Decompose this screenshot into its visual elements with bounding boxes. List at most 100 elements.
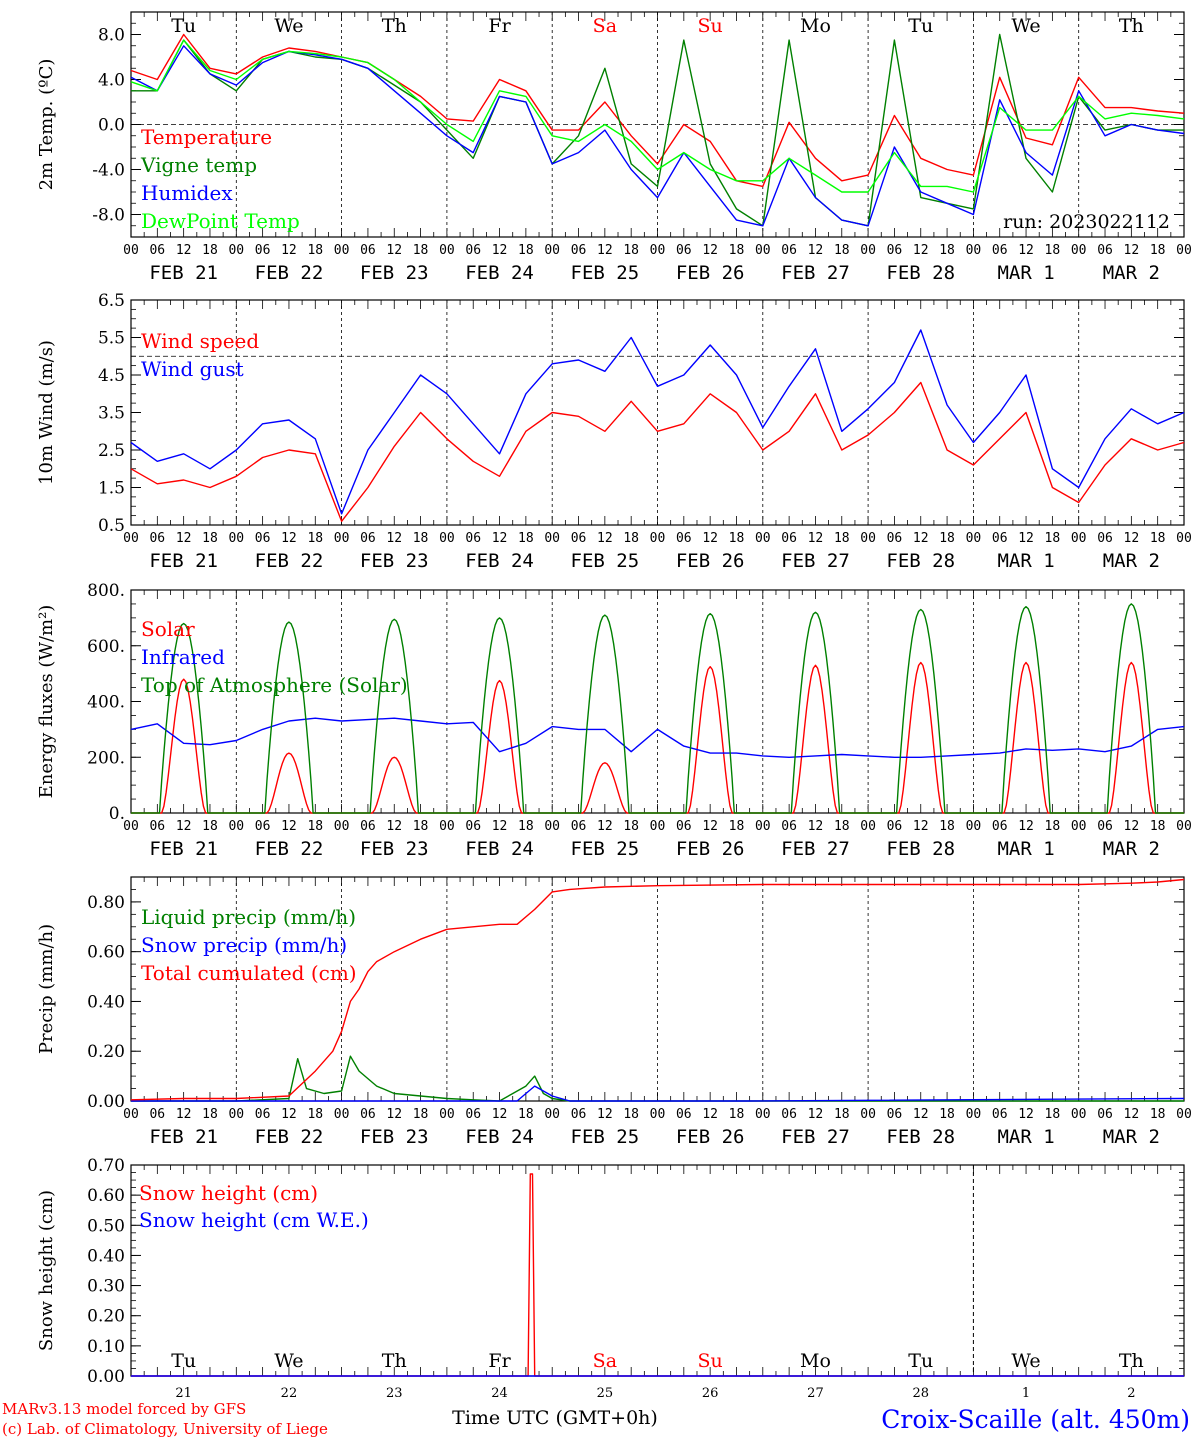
hour-label: 00 [334,531,350,546]
hour-label: 06 [992,1107,1008,1122]
date-label: FEB 23 [360,262,429,284]
hour-label: 00 [1176,531,1192,546]
panel-1: 0.5 1.5 2.5 3.5 4.5 5.5 6.5 10m Wind (m/s) 00 06 1… [36,291,1192,572]
hour-label: 18 [307,243,323,258]
day-number: 25 [597,1386,614,1401]
hour-label: 12 [913,1107,929,1122]
y-tick-label: 6.5 [98,291,125,311]
hour-label: 06 [149,819,165,834]
date-label: FEB 21 [149,262,218,284]
date-label: FEB 22 [255,838,324,860]
series-wind-speed [130,381,1185,522]
date-label: FEB 27 [781,262,850,284]
hour-label: 12 [1018,531,1034,546]
hour-label: 00 [860,1107,876,1122]
weekday-label: Tu [171,1350,196,1372]
weekday-label: We [1011,15,1040,37]
date-label: FEB 25 [571,550,640,572]
y-tick-label: 8.0 [98,26,125,46]
hour-label: 00 [439,819,455,834]
y-tick-label: 1.5 [98,479,125,499]
hour-label: 12 [386,531,402,546]
hour-label: 12 [597,243,613,258]
hour-label: 00 [755,243,771,258]
hour-label: 18 [623,819,639,834]
hour-label: 06 [360,243,376,258]
date-label: MAR 2 [1103,1126,1160,1148]
hour-label: 00 [966,1107,982,1122]
hour-label: 06 [1097,1107,1113,1122]
date-label: FEB 25 [571,838,640,860]
hour-label: 18 [413,819,429,834]
hour-label: 00 [544,819,560,834]
day-number: 1 [1022,1386,1030,1401]
hour-label: 06 [1097,531,1113,546]
weekday-label: Fr [488,1350,511,1372]
hour-label: 00 [755,531,771,546]
hour-label: 12 [492,531,508,546]
hour-label: 00 [650,1107,666,1122]
y-tick-label: 600. [87,637,125,657]
y-tick-label: -8.0 [92,206,125,226]
hour-label: 00 [1071,243,1087,258]
hour-label: 18 [307,1107,323,1122]
date-label: FEB 22 [255,550,324,572]
hour-label: 06 [255,1107,271,1122]
hour-label: 12 [1124,243,1140,258]
hour-label: 18 [1150,1107,1166,1122]
y-tick-label: 0.60 [87,1186,125,1206]
hour-label: 18 [1150,819,1166,834]
legend-entry: Wind gust [141,357,244,381]
hour-label: 18 [1150,531,1166,546]
hour-label: 18 [202,243,218,258]
hour-label: 18 [413,531,429,546]
panel-0: -8.0 -4.0 0.0 4.0 8.0 2m Temp. (ºC) 00 06 12 18 00… [36,11,1192,284]
hour-label: 12 [386,1107,402,1122]
hour-label: 00 [228,1107,244,1122]
hour-label: 12 [1018,819,1034,834]
y-tick-label: 0.50 [87,1216,125,1236]
hour-label: 12 [176,1107,192,1122]
hour-label: 18 [729,819,745,834]
hour-label: 00 [544,531,560,546]
day-number: 2 [1127,1386,1135,1401]
date-label: FEB 26 [676,550,745,572]
hour-label: 00 [650,819,666,834]
date-label: FEB 28 [886,262,955,284]
y-tick-label: 0. [109,804,125,824]
weekday-label: We [274,1350,303,1372]
date-label: MAR 2 [1103,262,1160,284]
y-tick-label: 0.0 [98,116,125,136]
legend-entry: DewPoint Temp [141,209,300,233]
day-number: 28 [912,1386,929,1401]
date-label: FEB 24 [465,550,534,572]
y-tick-label: 4.5 [98,366,125,386]
date-label: FEB 27 [781,550,850,572]
y-axis-label: 10m Wind (m/s) [36,340,57,485]
hour-label: 00 [860,243,876,258]
hour-label: 00 [650,531,666,546]
legend-entry: Total cumulated (cm) [141,961,357,985]
hour-label: 06 [149,243,165,258]
hour-label: 12 [808,531,824,546]
weekday-label: Sa [593,1350,617,1372]
date-label: FEB 24 [465,838,534,860]
hour-label: 12 [281,243,297,258]
date-label: MAR 1 [997,550,1054,572]
hour-label: 12 [597,1107,613,1122]
legend-entry: Top of Atmosphere (Solar) [141,673,408,697]
hour-label: 06 [360,819,376,834]
day-number: 26 [702,1386,719,1401]
weekday-label: Th [382,1350,407,1372]
hour-label: 12 [1124,1107,1140,1122]
hour-label: 12 [702,1107,718,1122]
weekday-label: Th [1119,15,1144,37]
hour-label: 00 [966,531,982,546]
date-label: FEB 28 [886,550,955,572]
y-axis-label: Snow height (cm) [36,1190,57,1351]
legend-entry: Snow height (cm) [139,1181,318,1205]
credit-lab: (c) Lab. of Climatology, University of L… [2,1420,328,1438]
y-tick-label: 0.20 [87,1307,125,1327]
hour-label: 06 [465,1107,481,1122]
